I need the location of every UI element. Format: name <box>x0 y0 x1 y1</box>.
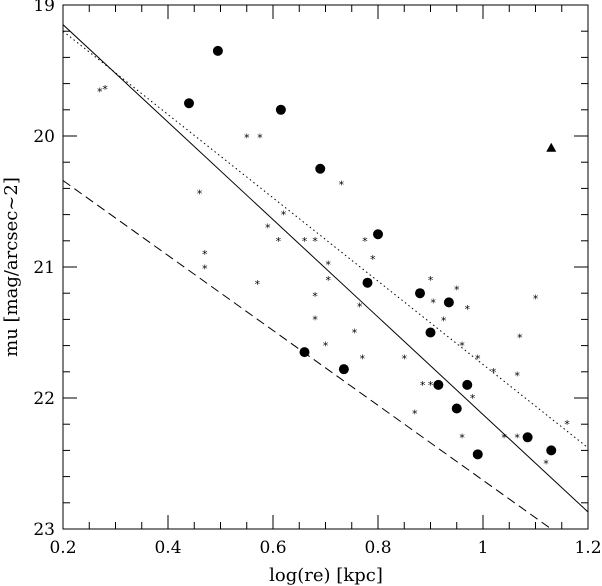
data-point-asterisk: * <box>459 431 466 444</box>
y-tick-label: 22 <box>33 389 55 409</box>
data-point-asterisk: * <box>201 262 208 275</box>
data-markers: *** ****** * * **** *** ******** ** ** *** ** ** ***… <box>96 45 571 471</box>
data-point-asterisk: * <box>301 235 308 248</box>
data-point-circle <box>433 379 444 390</box>
data-point-asterisk: * <box>275 235 282 248</box>
data-point-circle <box>338 364 349 375</box>
data-point-asterisk: * <box>312 313 319 326</box>
x-tick-label: 1.2 <box>574 538 601 558</box>
data-point-circle <box>299 347 310 358</box>
data-point-asterisk: * <box>514 370 521 383</box>
data-point-circle <box>362 277 373 288</box>
data-point-asterisk: * <box>257 131 264 144</box>
data-point-asterisk: * <box>196 188 203 201</box>
data-point-asterisk: * <box>243 131 250 144</box>
data-point-asterisk: * <box>464 303 471 316</box>
data-point-asterisk: * <box>430 296 437 309</box>
data-point-asterisk: * <box>280 209 287 222</box>
axis-ticks: 0.2 0.4 0.6 0.8 1 1.2 19 20 21 22 23 <box>33 0 601 558</box>
data-point-circle <box>373 229 383 240</box>
fit-line-dashed <box>63 180 553 529</box>
data-point-circle <box>212 45 223 56</box>
data-point-asterisk: * <box>312 235 319 248</box>
data-point-circle <box>462 379 473 390</box>
data-point-asterisk: * <box>440 315 447 328</box>
data-point-asterisk: * <box>411 408 418 421</box>
data-point-asterisk: * <box>325 258 332 271</box>
fit-line-dotted <box>63 30 588 449</box>
data-point-asterisk: * <box>359 353 366 366</box>
data-point-asterisk: * <box>514 431 521 444</box>
data-point-asterisk: * <box>427 379 434 392</box>
data-point-asterisk: * <box>356 300 363 313</box>
y-tick-label: 21 <box>33 258 55 278</box>
y-axis-label: mu [mag/arcsec~2] <box>1 177 22 357</box>
y-tick-label: 20 <box>33 127 55 147</box>
data-point-asterisk: * <box>96 85 103 98</box>
data-point-asterisk: * <box>419 379 426 392</box>
data-point-circle <box>184 98 194 109</box>
x-axis-label: log(re) [kpc] <box>269 565 383 586</box>
data-point-asterisk: * <box>516 332 523 345</box>
x-tick-label: 0.8 <box>364 538 391 558</box>
data-point-asterisk: * <box>453 283 460 296</box>
reference-lines <box>63 24 588 529</box>
data-point-circle <box>275 104 286 115</box>
y-tick-label: 23 <box>33 520 55 540</box>
data-point-asterisk: * <box>564 418 571 431</box>
data-point-circle <box>546 445 557 456</box>
data-point-asterisk: * <box>312 290 319 303</box>
data-point-asterisk: * <box>474 353 481 366</box>
data-point-circle <box>443 297 454 308</box>
data-point-circle <box>451 403 462 414</box>
data-point-circle <box>425 327 436 338</box>
data-point-asterisk: * <box>362 235 369 248</box>
data-point-circle <box>472 449 483 460</box>
data-point-asterisk: * <box>532 292 539 305</box>
data-point-asterisk: * <box>338 178 345 191</box>
data-point-asterisk: * <box>501 431 508 444</box>
x-tick-label: 0.6 <box>259 538 286 558</box>
data-point-asterisk: * <box>543 458 550 471</box>
data-point-asterisk: * <box>322 340 329 353</box>
fit-line-solid <box>63 24 588 513</box>
data-point-asterisk: * <box>351 327 358 340</box>
data-point-asterisk: * <box>369 253 376 266</box>
x-tick-label: 0.4 <box>154 538 181 558</box>
data-point-asterisk: * <box>102 83 109 96</box>
data-point-asterisk: * <box>427 274 434 287</box>
data-point-asterisk: * <box>264 222 271 235</box>
x-tick-label: 0.2 <box>49 538 76 558</box>
data-point-asterisk: * <box>490 366 497 379</box>
data-point-circle <box>415 288 425 299</box>
y-tick-label: 19 <box>33 0 55 16</box>
data-point-asterisk: * <box>459 340 466 353</box>
data-point-asterisk: * <box>254 278 261 291</box>
data-point-circle <box>522 432 533 443</box>
x-tick-label: 1 <box>478 538 489 558</box>
data-point-asterisk: * <box>401 353 408 366</box>
data-point-asterisk: * <box>469 392 476 405</box>
data-point-triangle <box>546 142 557 152</box>
data-point-asterisk: * <box>325 274 332 287</box>
data-point-circle <box>315 163 326 174</box>
data-point-asterisk: * <box>201 248 208 261</box>
